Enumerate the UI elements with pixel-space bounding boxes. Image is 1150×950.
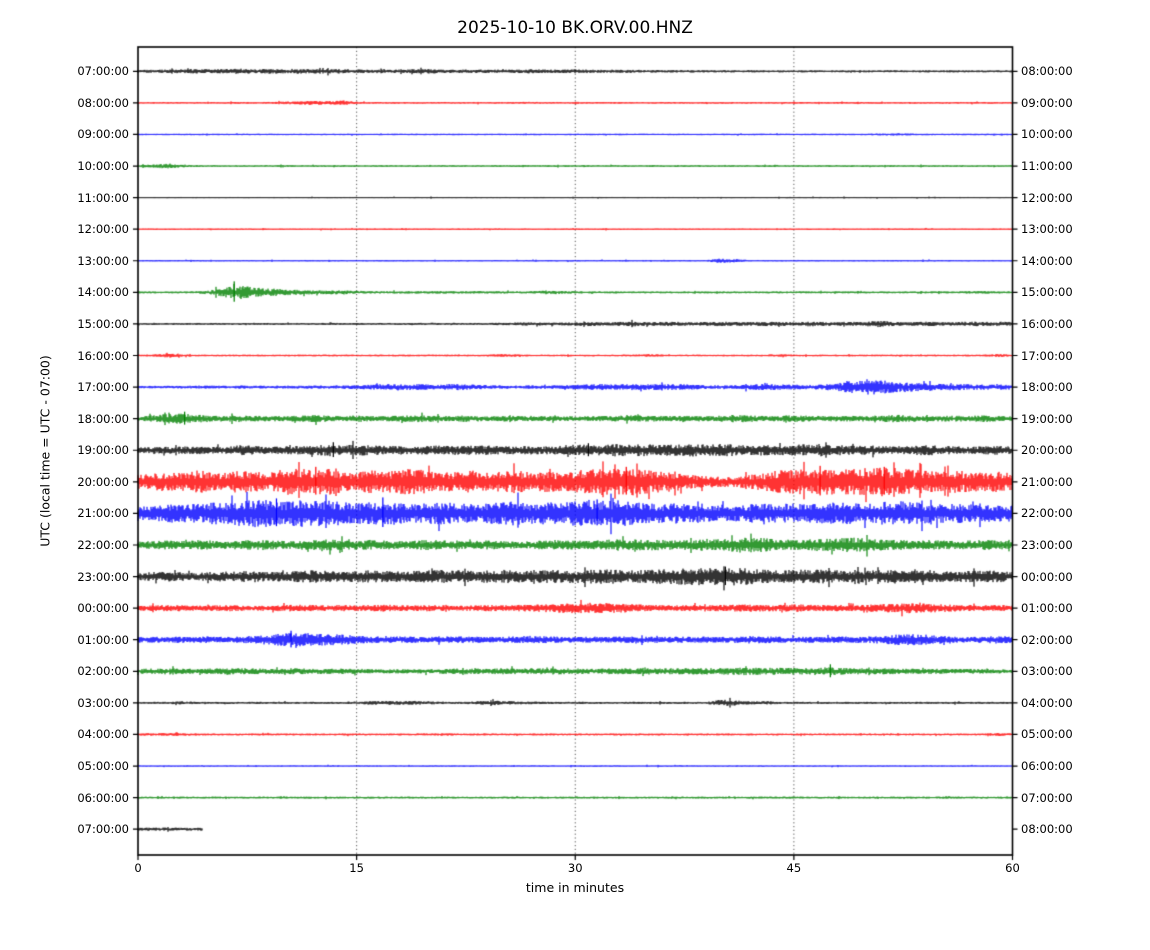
utc-start-tick-label: 03:00:00 xyxy=(77,695,129,710)
utc-end-tick-label: 06:00:00 xyxy=(1021,759,1073,774)
utc-end-tick-label: 15:00:00 xyxy=(1021,285,1073,300)
utc-end-tick-label: 10:00:00 xyxy=(1021,127,1073,142)
utc-end-tick-label: 16:00:00 xyxy=(1021,316,1073,331)
utc-end-tick-label: 08:00:00 xyxy=(1021,64,1073,79)
utc-end-tick-label: 19:00:00 xyxy=(1021,411,1073,426)
utc-start-tick-label: 15:00:00 xyxy=(77,316,129,331)
utc-start-tick-label: 04:00:00 xyxy=(77,727,129,742)
utc-end-tick-label: 00:00:00 xyxy=(1021,569,1073,584)
utc-end-tick-label: 20:00:00 xyxy=(1021,443,1073,458)
utc-end-tick-label: 08:00:00 xyxy=(1021,822,1073,837)
utc-start-tick-label: 08:00:00 xyxy=(77,95,129,110)
utc-start-tick-label: 19:00:00 xyxy=(77,443,129,458)
utc-end-tick-label: 23:00:00 xyxy=(1021,537,1073,552)
utc-end-tick-label: 07:00:00 xyxy=(1021,790,1073,805)
utc-start-tick-label: 02:00:00 xyxy=(77,664,129,679)
minute-tick-label: 15 xyxy=(349,861,364,875)
utc-start-tick-label: 06:00:00 xyxy=(77,790,129,805)
utc-end-tick-label: 18:00:00 xyxy=(1021,380,1073,395)
utc-start-tick-label: 16:00:00 xyxy=(77,348,129,363)
utc-start-tick-label: 23:00:00 xyxy=(77,569,129,584)
utc-end-tick-label: 21:00:00 xyxy=(1021,474,1073,489)
utc-end-tick-label: 02:00:00 xyxy=(1021,632,1073,647)
utc-end-tick-label: 14:00:00 xyxy=(1021,253,1073,268)
utc-start-tick-label: 00:00:00 xyxy=(77,601,129,616)
utc-start-tick-label: 10:00:00 xyxy=(77,159,129,174)
chart-title: 2025-10-10 BK.ORV.00.HNZ xyxy=(457,18,693,38)
utc-end-tick-label: 03:00:00 xyxy=(1021,664,1073,679)
utc-end-tick-label: 17:00:00 xyxy=(1021,348,1073,363)
utc-start-tick-label: 21:00:00 xyxy=(77,506,129,521)
utc-end-tick-label: 05:00:00 xyxy=(1021,727,1073,742)
utc-end-tick-label: 22:00:00 xyxy=(1021,506,1073,521)
minute-tick-label: 0 xyxy=(134,861,142,875)
utc-start-tick-label: 20:00:00 xyxy=(77,474,129,489)
utc-start-tick-label: 01:00:00 xyxy=(77,632,129,647)
utc-end-tick-label: 12:00:00 xyxy=(1021,190,1073,205)
utc-start-tick-label: 05:00:00 xyxy=(77,759,129,774)
utc-start-tick-label: 11:00:00 xyxy=(77,190,129,205)
utc-start-tick-label: 18:00:00 xyxy=(77,411,129,426)
utc-start-tick-label: 07:00:00 xyxy=(77,64,129,79)
utc-start-tick-label: 22:00:00 xyxy=(77,537,129,552)
utc-start-tick-label: 17:00:00 xyxy=(77,380,129,395)
minute-tick-label: 30 xyxy=(567,861,583,875)
utc-end-tick-label: 01:00:00 xyxy=(1021,601,1073,616)
utc-end-tick-label: 04:00:00 xyxy=(1021,695,1073,710)
minute-tick-label: 45 xyxy=(786,861,802,875)
utc-start-tick-label: 09:00:00 xyxy=(77,127,129,142)
x-axis-label: time in minutes xyxy=(525,880,625,895)
minute-tick-label: 60 xyxy=(1005,861,1020,875)
utc-end-tick-label: 09:00:00 xyxy=(1021,95,1073,110)
utc-start-tick-label: 13:00:00 xyxy=(77,253,129,268)
utc-start-tick-label: 07:00:00 xyxy=(77,822,129,837)
utc-end-tick-label: 11:00:00 xyxy=(1021,159,1073,174)
utc-end-tick-label: 13:00:00 xyxy=(1021,222,1073,237)
utc-start-tick-label: 14:00:00 xyxy=(77,285,129,300)
utc-start-tick-label: 12:00:00 xyxy=(77,222,129,237)
